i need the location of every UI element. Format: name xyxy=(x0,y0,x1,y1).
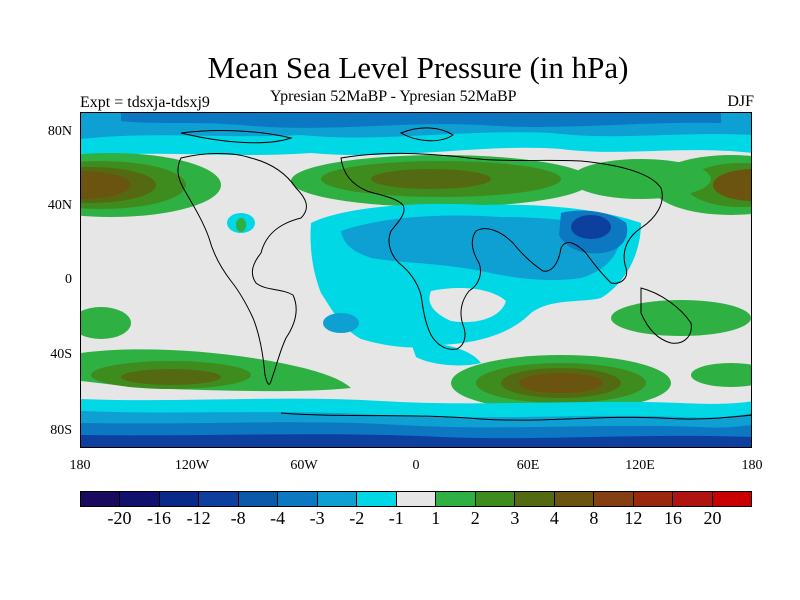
lon-label-120w: 120W xyxy=(174,458,210,473)
colorbar-tick-label: -2 xyxy=(349,508,365,528)
colorbar-tick-label: -8 xyxy=(230,508,246,528)
lat-label-80s: 80S xyxy=(50,423,72,438)
colorbar-tick-label: -4 xyxy=(270,508,286,528)
colorbar-tick-label: 8 xyxy=(589,508,599,528)
contour-southern-belt xyxy=(81,349,671,411)
colorbar-tick-label: -1 xyxy=(388,508,404,528)
lon-label-60w: 60W xyxy=(290,458,318,473)
colorbar-segment xyxy=(475,492,516,506)
contour-south-polar-darkblue xyxy=(81,434,751,447)
colorbar-tick-label: 12 xyxy=(624,508,643,528)
subtitle: Ypresian 52MaBP - Ypresian 52MaBP xyxy=(270,88,517,105)
colorbar-tick-label: -16 xyxy=(147,508,172,528)
colorbar-tick-label: -12 xyxy=(186,508,211,528)
contour-north-polar-darkblue xyxy=(121,113,721,128)
colorbar-segment xyxy=(554,492,595,506)
lat-label-40s: 40S xyxy=(50,347,72,362)
lon-label-180w: 180 xyxy=(69,458,91,473)
contour-tropical-low xyxy=(310,203,641,366)
lon-label-0: 0 xyxy=(412,458,420,473)
colorbar-tick-label: 20 xyxy=(703,508,722,528)
colorbar-segment xyxy=(673,492,713,506)
colorbar-segment xyxy=(120,492,160,506)
map-canvas xyxy=(81,113,751,447)
lon-label-180e: 180 xyxy=(741,458,763,473)
lat-label-equator: 0 xyxy=(65,272,72,287)
lat-label-40n: 40N xyxy=(47,198,72,213)
colorbar-segment xyxy=(199,492,239,506)
contour-south-highs xyxy=(81,300,751,387)
coastlines xyxy=(177,127,751,421)
colorbar-tick-label: 4 xyxy=(549,508,559,528)
colorbar-segment xyxy=(436,492,476,506)
colorbar-tick-label: -3 xyxy=(309,508,325,528)
colorbar xyxy=(80,491,752,507)
colorbar-segment xyxy=(712,492,751,506)
colorbar-segment xyxy=(238,492,279,506)
colorbar-segment xyxy=(633,492,674,506)
colorbar-segment xyxy=(278,492,318,506)
colorbar-segment xyxy=(81,492,121,506)
chart-title: Mean Sea Level Pressure (in hPa) xyxy=(207,50,629,85)
colorbar-tick-label: 2 xyxy=(470,508,480,528)
colorbar-segment xyxy=(357,492,397,506)
colorbar-segment xyxy=(515,492,555,506)
lon-label-120e: 120E xyxy=(625,458,655,473)
colorbar-segment xyxy=(159,492,200,506)
lat-label-80n: 80N xyxy=(47,124,72,139)
lon-label-60e: 60E xyxy=(516,458,540,473)
colorbar-segment xyxy=(396,492,437,506)
experiment-label: Expt = tdsxja-tdsxj9 xyxy=(80,94,210,111)
colorbar-segment xyxy=(594,492,634,506)
colorbar-segment xyxy=(317,492,358,506)
contour-eurasia-high xyxy=(291,155,711,207)
colorbar-tick-label: 16 xyxy=(663,508,682,528)
colorbar-tick-label: 3 xyxy=(510,508,520,528)
colorbar-tick-label: 1 xyxy=(431,508,441,528)
colorbar-tick-label: -20 xyxy=(107,508,132,528)
contour-africa-neutral xyxy=(429,288,506,323)
season-label: DJF xyxy=(727,93,754,110)
pressure-map xyxy=(80,112,752,448)
